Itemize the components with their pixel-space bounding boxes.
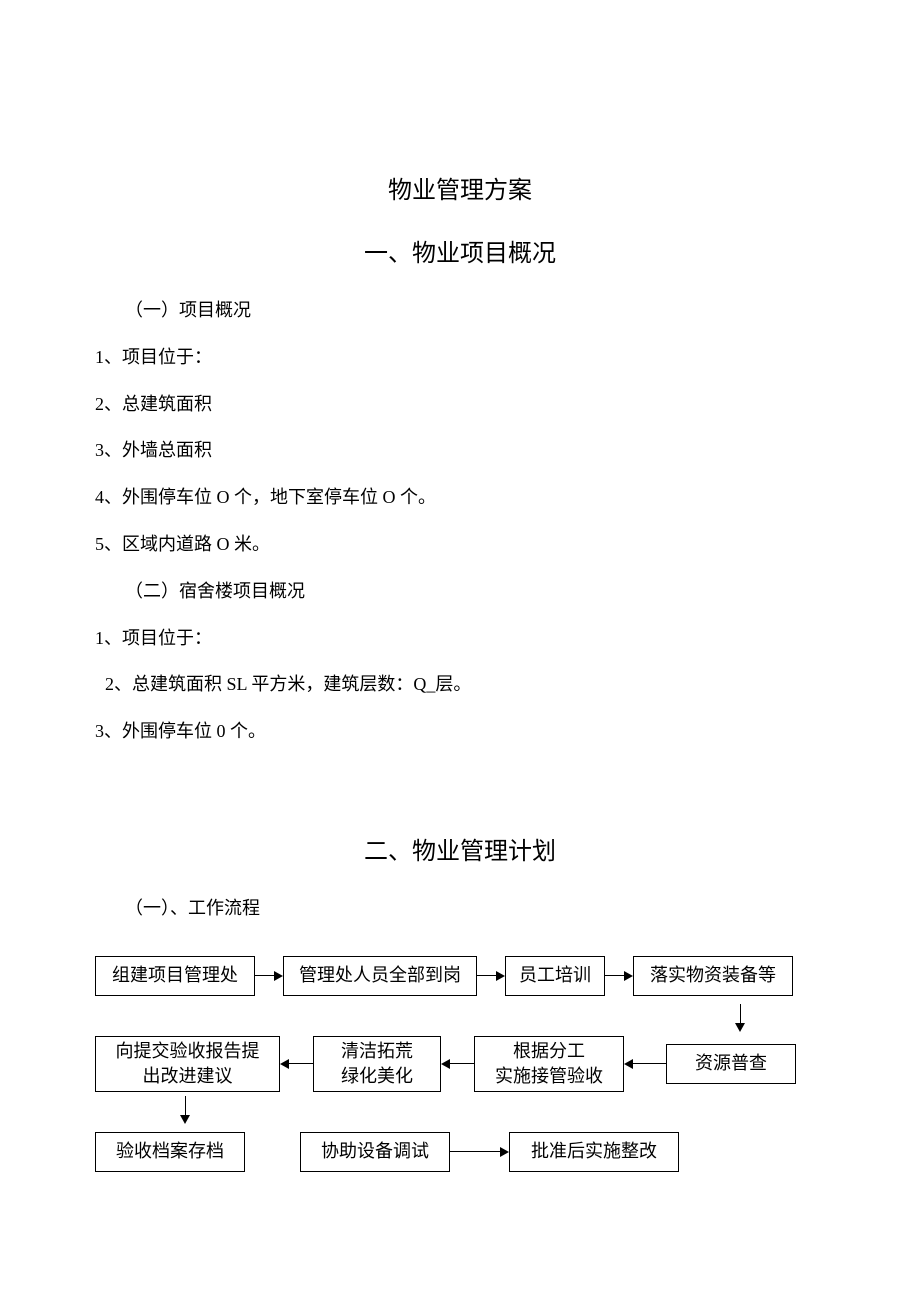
arrow-left-icon	[280, 1059, 313, 1069]
arrow-down-icon	[180, 1096, 190, 1124]
flow-node-4: 落实物资装备等	[633, 956, 793, 996]
flow-node-label: 根据分工	[513, 1039, 585, 1064]
flow-node-3: 员工培训	[505, 956, 605, 996]
arrow-left-icon	[441, 1059, 474, 1069]
flow-node-label: 向提交验收报告提	[116, 1039, 260, 1064]
arrow-right-icon	[477, 971, 505, 981]
list-item: 2、总建筑面积 SL 平方米，建筑层数：Q_层。	[105, 670, 825, 699]
flow-node-2: 管理处人员全部到岗	[283, 956, 477, 996]
workflow-flowchart: 组建项目管理处 管理处人员全部到岗 员工培训 落实物资装备等 向提交验收报告提	[95, 948, 825, 1180]
section-2-heading: 二、物业管理计划	[95, 831, 825, 866]
subsection-2-1-heading: （一）、工作流程	[125, 894, 825, 923]
flow-node-label: 协助设备调试	[321, 1139, 429, 1164]
arrow-right-icon	[255, 971, 283, 981]
flow-node-8: 向提交验收报告提 出改进建议	[95, 1036, 280, 1092]
arrow-right-icon	[450, 1147, 509, 1157]
flow-row-1: 组建项目管理处 管理处人员全部到岗 员工培训 落实物资装备等	[95, 948, 825, 1004]
subsection-1-1-heading: （一）项目概况	[125, 296, 825, 325]
flow-row-2: 向提交验收报告提 出改进建议 清洁拓荒 绿化美化 根据分工 实施接管验收 资源普…	[95, 1032, 825, 1096]
list-item: 1、项目位于：	[95, 624, 825, 653]
flow-node-label: 清洁拓荒	[341, 1039, 413, 1064]
flow-node-label: 落实物资装备等	[650, 963, 776, 988]
flow-node-label: 组建项目管理处	[112, 963, 238, 988]
flow-node-11: 批准后实施整改	[509, 1132, 679, 1172]
flow-node-label: 绿化美化	[341, 1064, 413, 1089]
flow-node-1: 组建项目管理处	[95, 956, 255, 996]
subsection-1-2-heading: （二）宿舍楼项目概况	[125, 577, 825, 606]
flow-node-label: 实施接管验收	[495, 1064, 603, 1089]
flow-node-5: 资源普查	[666, 1044, 796, 1084]
flow-node-9: 验收档案存档	[95, 1132, 245, 1172]
document-title: 物业管理方案	[95, 170, 825, 205]
flow-node-label: 管理处人员全部到岗	[299, 963, 461, 988]
arrow-down-icon	[735, 1004, 745, 1032]
list-item: 2、总建筑面积	[95, 390, 825, 419]
list-item: 3、外围停车位 0 个。	[95, 717, 825, 746]
arrow-left-icon	[624, 1059, 666, 1069]
flow-connector-row	[95, 1096, 825, 1124]
arrow-right-icon	[605, 971, 633, 981]
flow-node-7: 清洁拓荒 绿化美化	[313, 1036, 441, 1092]
section-1-heading: 一、物业项目概况	[95, 233, 825, 268]
flow-node-label: 批准后实施整改	[531, 1139, 657, 1164]
flow-connector-row	[95, 1004, 825, 1032]
flow-row-3: 验收档案存档 协助设备调试 批准后实施整改	[95, 1124, 825, 1180]
list-item: 1、项目位于：	[95, 343, 825, 372]
flow-node-6: 根据分工 实施接管验收	[474, 1036, 624, 1092]
flow-node-label: 验收档案存档	[116, 1139, 224, 1164]
flow-node-label: 员工培训	[519, 963, 591, 988]
flow-node-label: 资源普查	[695, 1051, 767, 1076]
list-item: 3、外墙总面积	[95, 436, 825, 465]
list-item: 5、区域内道路 O 米。	[95, 530, 825, 559]
flow-node-label: 出改进建议	[143, 1064, 233, 1089]
list-item: 4、外围停车位 O 个，地下室停车位 O 个。	[95, 483, 825, 512]
flow-node-10: 协助设备调试	[300, 1132, 450, 1172]
